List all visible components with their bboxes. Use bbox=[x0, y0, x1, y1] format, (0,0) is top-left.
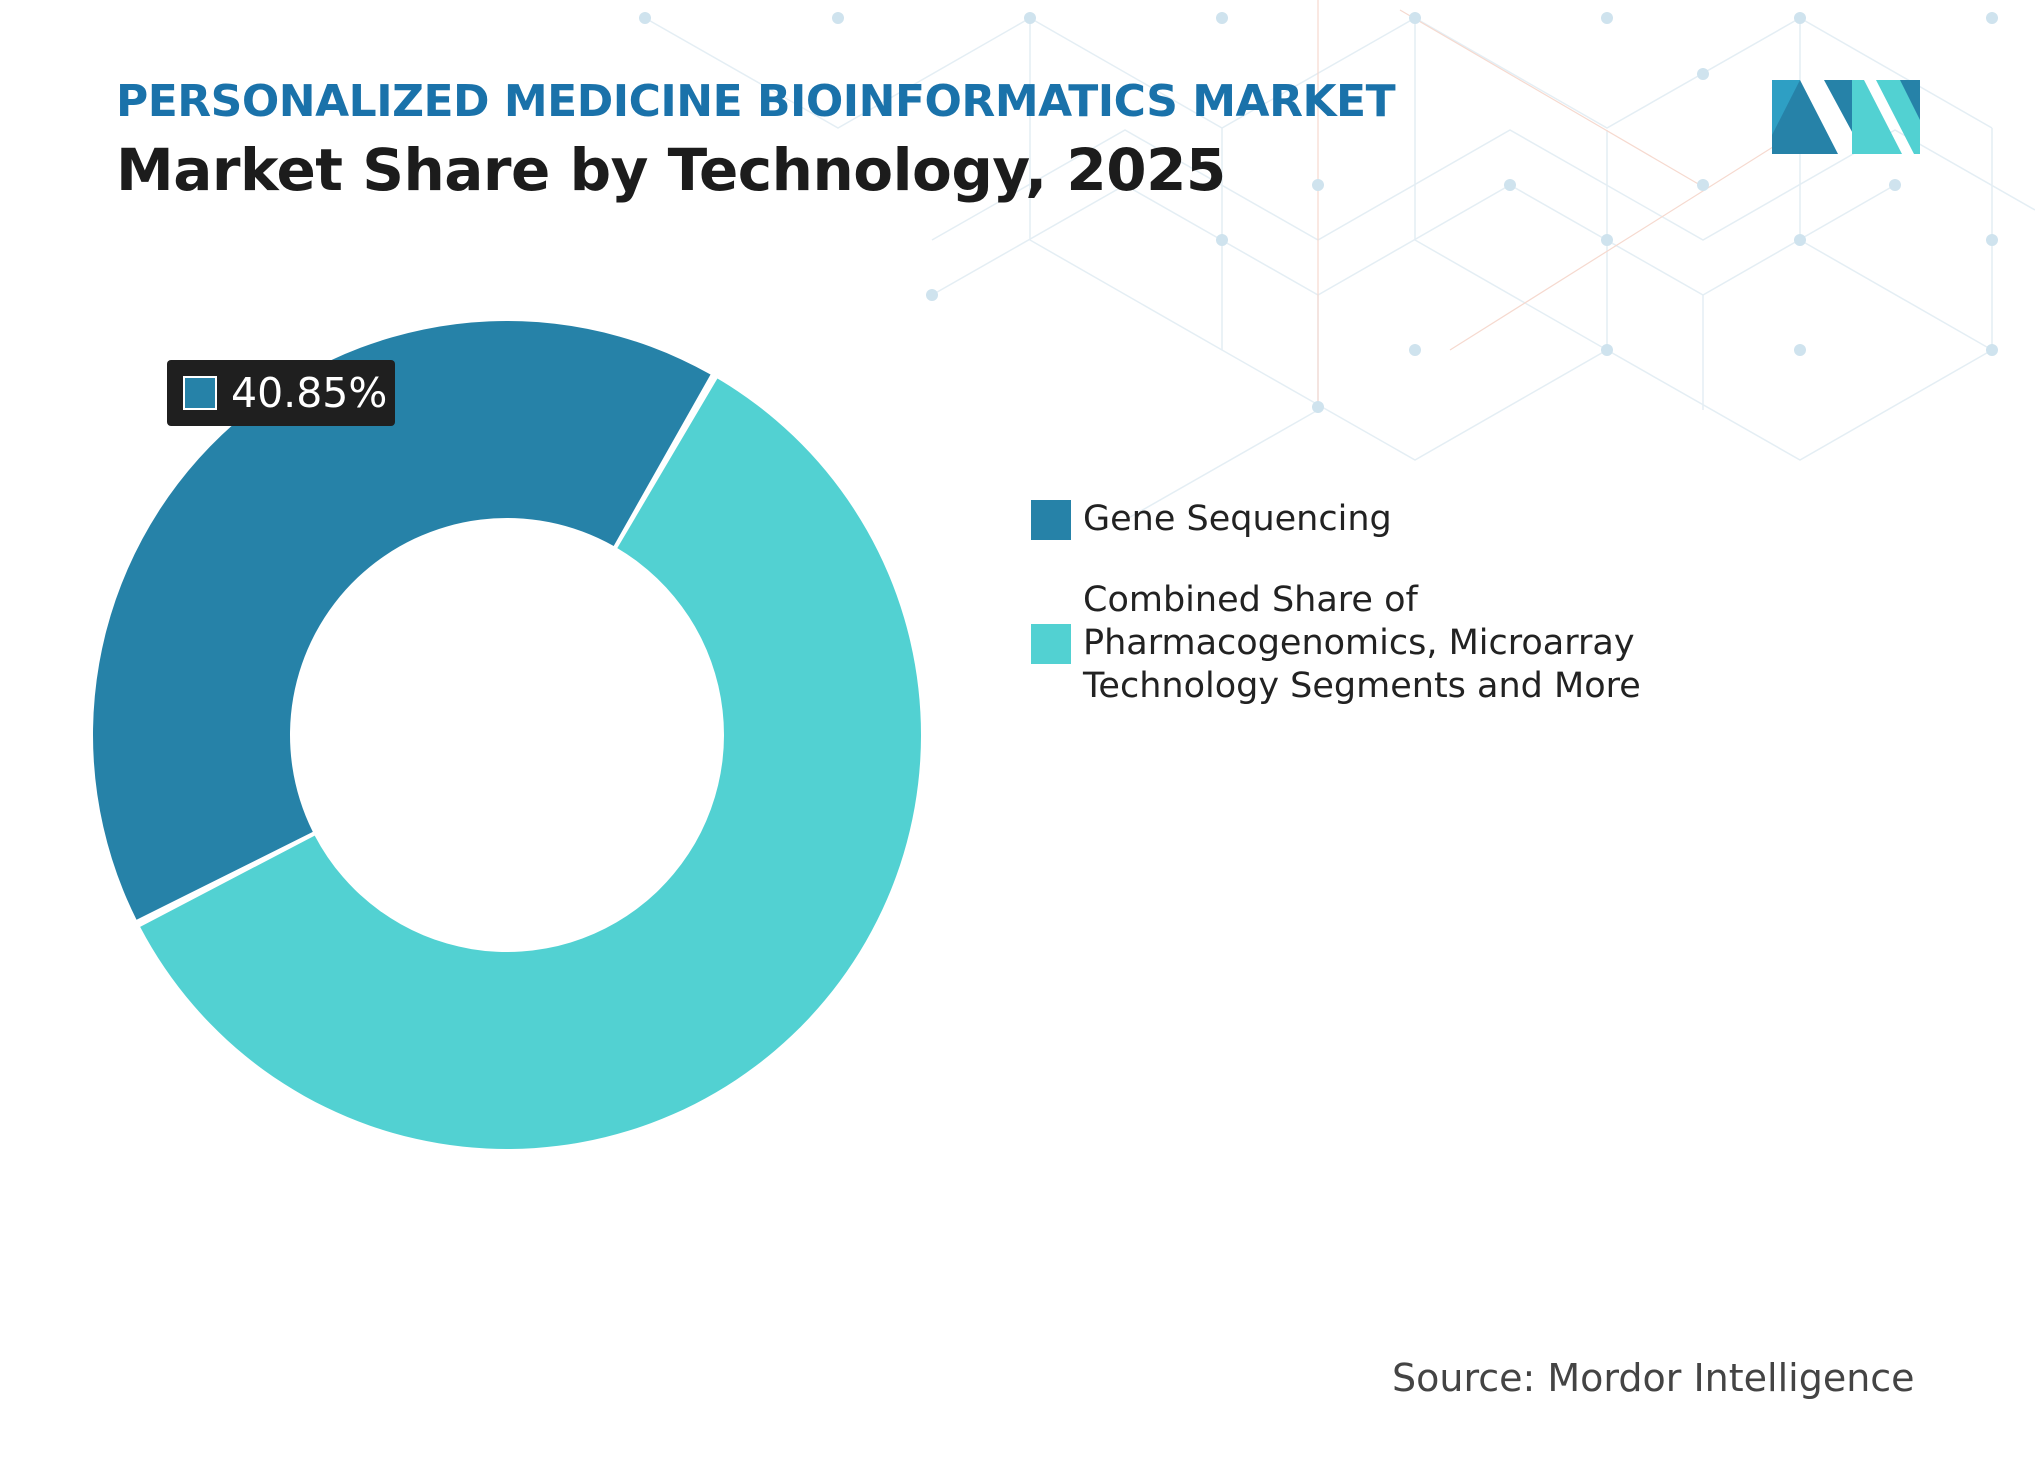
source-note: Source: Mordor Intelligence bbox=[1392, 1356, 1915, 1400]
mordor-intelligence-logo-icon bbox=[1772, 80, 1920, 154]
donut-slice-combined-share bbox=[140, 378, 922, 1150]
legend-label-combined-share: Combined Share of Pharmacogenomics, Micr… bbox=[1083, 580, 1641, 706]
data-label-swatch bbox=[183, 376, 217, 410]
data-label-gene-sequencing: 40.85% bbox=[167, 360, 396, 426]
chart-kicker-title: PERSONALIZED MEDICINE BIOINFORMATICS MAR… bbox=[116, 76, 1396, 127]
legend-swatch-gene-sequencing bbox=[1031, 499, 1071, 540]
legend-label-gene-sequencing: Gene Sequencing bbox=[1083, 499, 1392, 539]
legend-item-combined-share: Combined Share of Pharmacogenomics, Micr… bbox=[1031, 579, 1723, 708]
data-label-value: 40.85% bbox=[231, 369, 388, 417]
donut-slice-gene-sequencing bbox=[93, 321, 711, 920]
chart-title: Market Share by Technology, 2025 bbox=[116, 136, 1226, 204]
chart-legend: Gene Sequencing Combined Share of Pharma… bbox=[1031, 498, 1723, 746]
legend-item-gene-sequencing: Gene Sequencing bbox=[1031, 498, 1723, 541]
legend-swatch-combined-share bbox=[1031, 623, 1071, 664]
